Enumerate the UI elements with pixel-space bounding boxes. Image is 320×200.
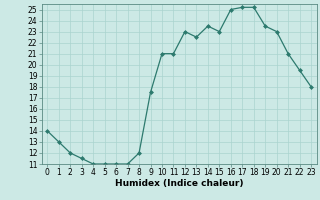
X-axis label: Humidex (Indice chaleur): Humidex (Indice chaleur) [115,179,244,188]
